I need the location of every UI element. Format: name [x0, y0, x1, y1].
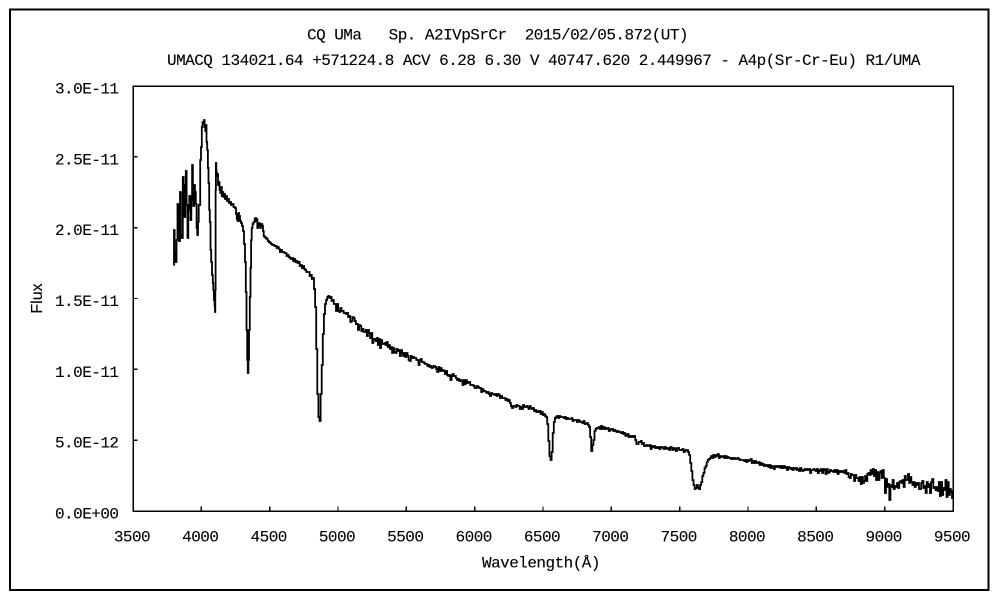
svg-text:6000: 6000 [456, 529, 492, 547]
svg-text:UMACQ 134021.64 +571224.8 ACV: UMACQ 134021.64 +571224.8 ACV 6.28 6.30 … [167, 52, 921, 70]
svg-text:5500: 5500 [387, 529, 423, 547]
svg-text:1.5E-11: 1.5E-11 [55, 293, 119, 311]
svg-text:7500: 7500 [661, 529, 697, 547]
svg-text:3.0E-11: 3.0E-11 [55, 81, 119, 99]
svg-text:Wavelength(Å): Wavelength(Å) [482, 555, 600, 573]
svg-text:5.0E-12: 5.0E-12 [55, 435, 119, 453]
svg-text:CQ UMa Sp. A2IVpSrCr 2015/0: CQ UMa Sp. A2IVpSrCr 2015/02/05.872(UT) [307, 27, 688, 45]
svg-text:0.0E+00: 0.0E+00 [55, 506, 119, 524]
svg-text:Flux: Flux [29, 283, 46, 313]
svg-text:4000: 4000 [182, 529, 218, 547]
svg-text:8000: 8000 [729, 529, 765, 547]
svg-text:2.0E-11: 2.0E-11 [55, 222, 119, 240]
svg-text:4500: 4500 [251, 529, 287, 547]
svg-text:9000: 9000 [866, 529, 902, 547]
svg-text:2.5E-11: 2.5E-11 [55, 151, 119, 169]
svg-text:7000: 7000 [592, 529, 628, 547]
svg-text:8500: 8500 [797, 529, 833, 547]
svg-text:1.0E-11: 1.0E-11 [55, 364, 119, 382]
svg-text:5000: 5000 [319, 529, 355, 547]
svg-text:6500: 6500 [524, 529, 560, 547]
svg-text:3500: 3500 [114, 529, 150, 547]
svg-text:9500: 9500 [934, 529, 970, 547]
